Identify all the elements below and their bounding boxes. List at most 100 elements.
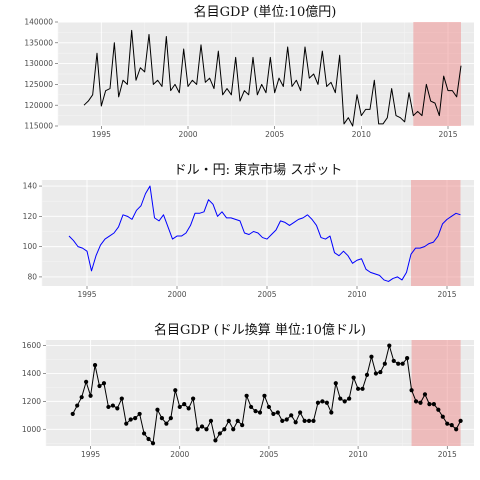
data-point bbox=[70, 411, 75, 417]
data-point bbox=[159, 416, 165, 421]
data-point bbox=[217, 431, 222, 436]
y-tick-label: 135000 bbox=[24, 38, 53, 47]
data-point bbox=[364, 372, 370, 377]
x-tick-label: 2015 bbox=[437, 290, 456, 299]
data-point bbox=[106, 404, 111, 410]
data-point bbox=[164, 421, 169, 426]
data-point bbox=[320, 399, 325, 404]
x-tick-label: 1995 bbox=[92, 130, 111, 139]
data-point bbox=[204, 427, 209, 432]
data-point bbox=[235, 418, 240, 423]
data-point bbox=[133, 416, 138, 421]
panel-nominal-gdp-usd: 1000 1200 1400 1600 1995 2000 2005 2010 2015 名目GD… bbox=[22, 322, 474, 459]
data-point bbox=[458, 418, 463, 423]
y-tick-label: 140000 bbox=[24, 18, 53, 27]
y-tick-label: 120000 bbox=[24, 101, 53, 110]
x-tick-label: 2000 bbox=[170, 450, 189, 459]
data-point bbox=[195, 427, 200, 432]
x-tick-label: 2010 bbox=[347, 290, 366, 299]
y-tick-label: 1600 bbox=[22, 341, 41, 350]
data-point bbox=[280, 418, 285, 423]
x-tick-label: 2010 bbox=[349, 450, 368, 459]
data-point bbox=[369, 354, 374, 359]
data-point bbox=[244, 393, 249, 398]
data-point bbox=[306, 418, 312, 423]
data-point bbox=[262, 393, 267, 398]
data-point bbox=[177, 404, 182, 410]
data-point bbox=[150, 441, 156, 446]
data-point bbox=[124, 421, 129, 426]
panel-nominal-gdp-yen: 115000 120000 125000 130000 135000 140000 1995… bbox=[24, 4, 474, 139]
data-point bbox=[454, 427, 459, 432]
y-tick-label: 140 bbox=[23, 182, 38, 191]
x-tick-label: 2005 bbox=[265, 130, 284, 139]
data-point bbox=[88, 393, 93, 398]
data-point bbox=[141, 431, 147, 436]
data-point bbox=[329, 410, 334, 415]
data-point bbox=[409, 388, 414, 393]
y-tick-label: 80 bbox=[27, 273, 37, 282]
data-point bbox=[110, 403, 115, 408]
data-point bbox=[97, 383, 102, 389]
data-point bbox=[418, 400, 423, 405]
data-point bbox=[302, 418, 307, 423]
x-tick-label: 2010 bbox=[352, 130, 371, 139]
data-point bbox=[324, 400, 329, 405]
y-tick-label: 100 bbox=[23, 242, 38, 251]
x-tick-label: 1995 bbox=[81, 450, 100, 459]
data-point bbox=[173, 388, 178, 393]
y-tick-label: 1200 bbox=[22, 397, 41, 406]
data-point bbox=[182, 402, 187, 407]
data-point bbox=[101, 381, 107, 386]
data-point bbox=[146, 436, 151, 442]
y-tick-label: 130000 bbox=[24, 59, 53, 68]
data-point bbox=[445, 421, 450, 426]
y-tick-label: 120 bbox=[23, 212, 38, 221]
x-tick-label: 2015 bbox=[438, 130, 457, 139]
y-tick-label: 125000 bbox=[24, 80, 53, 89]
data-point bbox=[92, 363, 98, 368]
data-point bbox=[298, 410, 303, 415]
data-point bbox=[396, 361, 401, 366]
highlight-region bbox=[411, 180, 461, 286]
data-point bbox=[333, 381, 338, 386]
data-point bbox=[213, 438, 218, 443]
data-point bbox=[382, 361, 387, 366]
data-point bbox=[226, 418, 231, 423]
data-point bbox=[186, 406, 191, 411]
data-point bbox=[284, 417, 289, 422]
data-point bbox=[266, 404, 272, 410]
data-point bbox=[199, 424, 205, 429]
data-point bbox=[338, 396, 343, 401]
data-point bbox=[413, 399, 419, 404]
data-point bbox=[351, 375, 356, 380]
data-point bbox=[275, 410, 280, 415]
data-point bbox=[115, 406, 120, 411]
data-point bbox=[257, 410, 263, 415]
data-point bbox=[422, 392, 428, 397]
data-point bbox=[271, 411, 276, 417]
x-tick-label: 2000 bbox=[178, 130, 197, 139]
data-point bbox=[248, 404, 254, 410]
data-point bbox=[208, 418, 214, 423]
data-point bbox=[191, 396, 196, 401]
series-line bbox=[72, 345, 462, 444]
data-point bbox=[231, 427, 236, 432]
data-point bbox=[79, 395, 84, 400]
data-point bbox=[137, 411, 142, 417]
data-point bbox=[431, 402, 436, 407]
data-point bbox=[436, 407, 441, 412]
series-line bbox=[68, 185, 461, 282]
x-tick-label: 2005 bbox=[257, 290, 276, 299]
y-tick-label: 1400 bbox=[22, 369, 41, 378]
data-point bbox=[342, 399, 347, 404]
x-tick-label: 2000 bbox=[167, 290, 186, 299]
data-point bbox=[391, 358, 396, 364]
data-point bbox=[360, 386, 365, 391]
data-point bbox=[373, 371, 379, 376]
data-point bbox=[253, 409, 258, 414]
data-point bbox=[119, 396, 124, 401]
data-point bbox=[289, 413, 294, 418]
x-tick-label: 2015 bbox=[438, 450, 457, 459]
